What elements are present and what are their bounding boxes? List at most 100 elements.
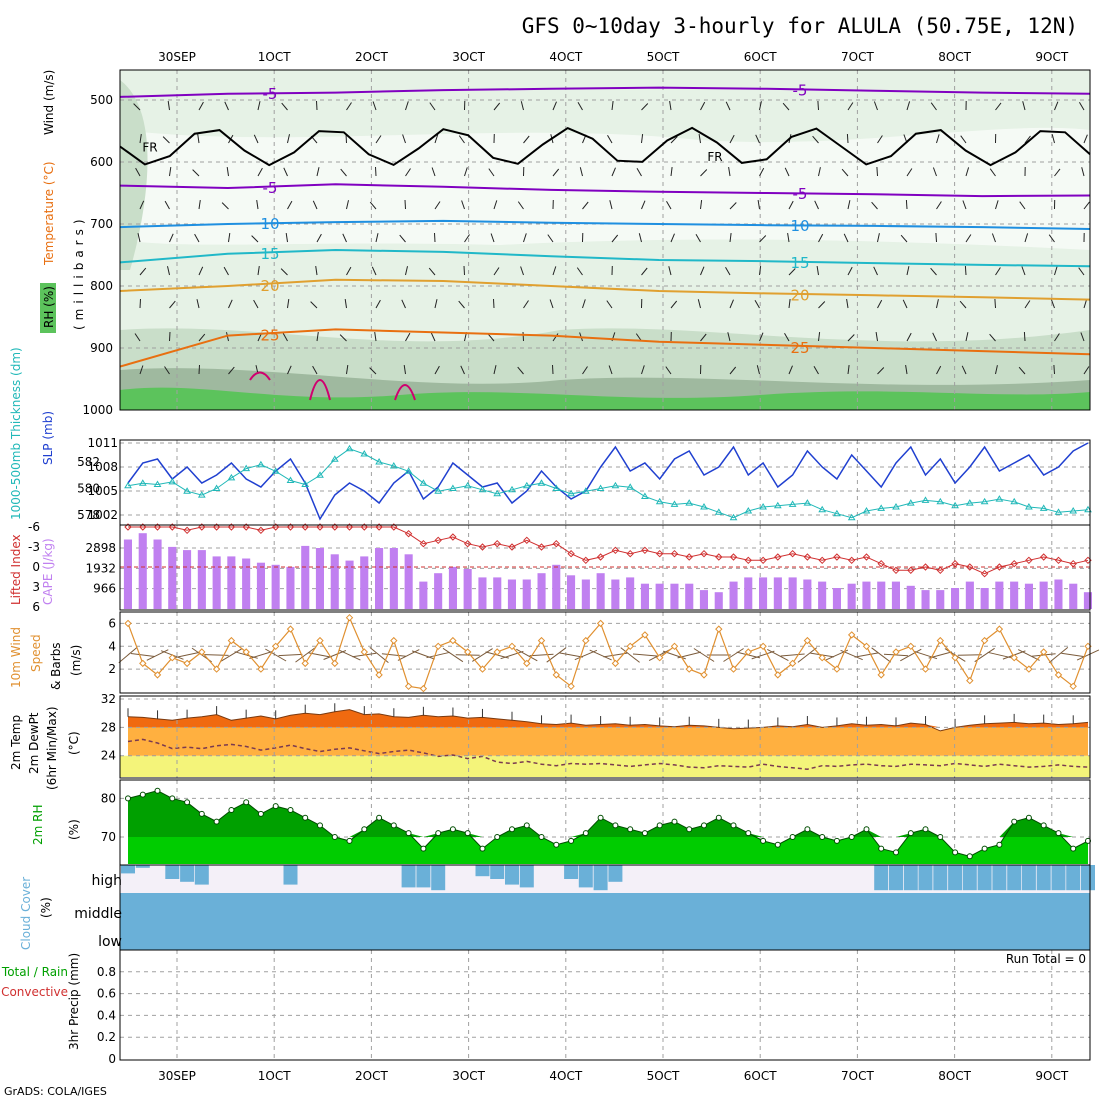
wind-barb [552, 101, 557, 111]
rh2m-marker [405, 830, 412, 837]
wind-barb [520, 266, 524, 276]
cloud-high-bar [578, 865, 593, 888]
cape-frame [119, 524, 1091, 611]
rh2m-marker [745, 830, 752, 837]
rh2m-marker [1040, 822, 1047, 829]
rh2m-marker [568, 837, 575, 844]
wind-barb [139, 298, 141, 309]
cape-bar [242, 558, 251, 609]
lifted-index-marker [257, 526, 265, 535]
wind10m-barb [632, 653, 657, 657]
wind10m-marker [301, 659, 309, 668]
rh2m-marker [686, 826, 693, 833]
cape-bar [138, 533, 147, 609]
cape-bar [345, 560, 354, 609]
cape-bar [906, 585, 915, 609]
temp-area-dark [128, 709, 1088, 728]
wind-barb [729, 202, 737, 210]
wind-barb [608, 365, 613, 375]
rh2m-marker [494, 834, 501, 840]
rh2m-marker [1011, 818, 1018, 825]
precip-grid [120, 950, 1090, 1060]
wind-barb [759, 266, 762, 276]
pressure-tick-label: 600 [90, 155, 113, 169]
cloud-high-bar [519, 865, 534, 888]
rh2m-marker [243, 799, 250, 806]
wind-barb [493, 102, 501, 111]
thickness-marker [449, 484, 457, 491]
lifted-index-marker [419, 539, 428, 548]
lifted-index-marker [124, 523, 132, 531]
rh2m-marker [656, 822, 663, 829]
wind10m-marker [921, 665, 930, 673]
wind-barb [169, 300, 176, 309]
rh2m-marker [907, 830, 914, 837]
wind-barb [727, 332, 731, 342]
wind-barb [611, 101, 614, 111]
wind-barb [228, 233, 231, 243]
lifted-index-marker [508, 543, 516, 551]
wind-barb [552, 333, 559, 342]
wind-barb [257, 101, 261, 111]
thickness-marker [1039, 504, 1048, 511]
cloud-high-bar [135, 865, 150, 868]
wind10m-marker [212, 665, 221, 673]
bottom-time-label: 2OCT [355, 1069, 388, 1083]
thickness-marker [581, 487, 590, 494]
top-time-label: 2OCT [355, 50, 388, 64]
wind-barb [228, 299, 233, 309]
wind-barb [316, 167, 320, 177]
wind-barb [1019, 201, 1026, 210]
rh2m-marker [538, 834, 545, 840]
wind-barb [280, 268, 288, 276]
cloud-high-bar [918, 865, 933, 891]
lifted-index-marker [523, 536, 531, 545]
cape-bar [729, 581, 738, 609]
wind-barb [991, 233, 996, 243]
wind-barb [729, 233, 732, 243]
lifted-index-marker [744, 556, 753, 565]
wind-barb [729, 299, 734, 309]
wind-barb [375, 299, 381, 309]
cloud-high-bar [593, 865, 608, 891]
wind-barb [169, 331, 171, 342]
wind-barb [399, 234, 406, 243]
wind-barb [1053, 364, 1055, 375]
wind-barb [700, 169, 708, 177]
cape-bar [832, 588, 841, 609]
wind10m-marker [168, 653, 177, 662]
wind10m-barb [1076, 649, 1100, 661]
rh2m-marker [213, 818, 220, 825]
wind10m-marker [478, 665, 487, 673]
wind-barb [312, 365, 318, 375]
cape-bar [1083, 592, 1092, 609]
wind-barb [725, 101, 731, 111]
wind-barb [1024, 300, 1031, 309]
rh-legend-swatch [40, 283, 56, 333]
wind-barb [460, 365, 465, 375]
thickness-marker [508, 485, 516, 493]
bottom-time-label: 6OCT [744, 1069, 777, 1083]
wind-barb [434, 365, 440, 375]
wind10m-marker [183, 659, 191, 668]
wind-barb [346, 266, 352, 276]
wind-barb [134, 333, 141, 342]
thickness-marker [1069, 507, 1078, 514]
wind10m-barb [871, 647, 892, 663]
lifted-index-marker [286, 523, 295, 531]
wind-barb [224, 101, 229, 111]
wind-barb [346, 102, 352, 111]
lifted-index-marker [227, 523, 236, 531]
wind10m-marker [523, 659, 531, 668]
wind10m-barb [1048, 647, 1069, 663]
cape-bar [847, 583, 856, 609]
cape-bar [153, 539, 162, 609]
rh2m-marker [390, 822, 397, 829]
wind-barb [405, 266, 408, 276]
wind10m-marker [508, 642, 516, 651]
isotherm-label: 15 [260, 245, 279, 263]
thickness-marker [892, 503, 900, 510]
wind10m-barb [516, 648, 538, 662]
rh2m-marker [449, 826, 456, 833]
wind-barb [316, 332, 319, 342]
